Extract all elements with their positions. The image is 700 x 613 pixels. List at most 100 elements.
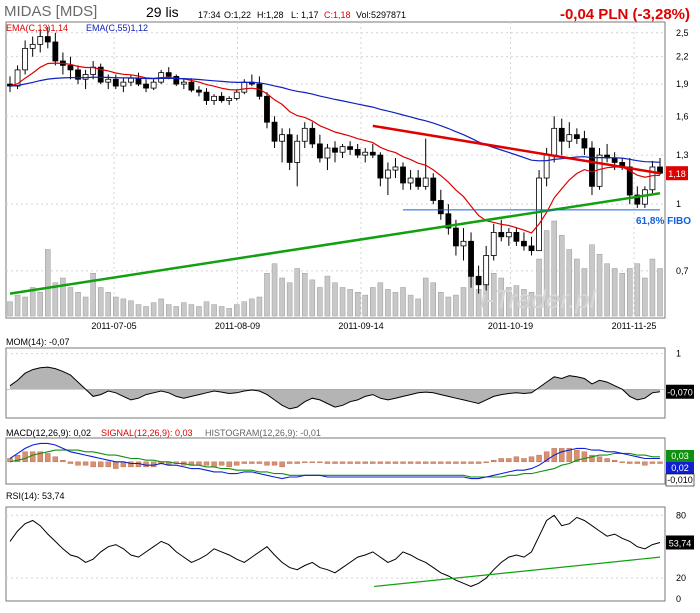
momentum-badge-box bbox=[666, 384, 694, 399]
candle-body bbox=[385, 169, 391, 179]
candle-body bbox=[286, 134, 293, 163]
volume-bar bbox=[339, 287, 346, 317]
macd-histogram-bar bbox=[256, 461, 263, 464]
volume-bar bbox=[173, 306, 180, 317]
volume-bar bbox=[415, 298, 421, 317]
candle-body bbox=[611, 157, 618, 163]
macd-badges: 0,03 0,02 -0,010 bbox=[665, 450, 695, 487]
candle-body bbox=[150, 81, 157, 89]
volume-bar bbox=[407, 294, 414, 317]
price-last-badge: 1,18 bbox=[666, 166, 688, 181]
volume-bar bbox=[634, 263, 641, 317]
macd-histogram-bar bbox=[249, 461, 255, 464]
momentum-fill bbox=[10, 367, 660, 409]
volume-bar bbox=[649, 258, 656, 317]
candle-body bbox=[128, 77, 134, 83]
date-label: 29 lis bbox=[146, 4, 179, 20]
candle-body bbox=[233, 91, 240, 99]
candle-body bbox=[37, 36, 44, 45]
grid-layer bbox=[6, 22, 665, 318]
price-tick-label: 2,2 bbox=[676, 52, 689, 62]
macd-histogram-bar bbox=[271, 461, 278, 466]
candle-body bbox=[528, 245, 535, 252]
price-badge-label: 1,18 bbox=[668, 169, 686, 179]
macd-badge-box bbox=[665, 473, 695, 487]
volume-bar bbox=[105, 292, 112, 317]
date-tick-label: 2011-11-25 bbox=[612, 321, 657, 331]
macd-histogram-bar bbox=[60, 459, 66, 463]
volume-bar bbox=[453, 294, 459, 317]
macd-histogram-bar bbox=[362, 461, 368, 464]
ema-short-label: EMA(C,13)1,14 bbox=[6, 23, 68, 33]
macd-histogram-bar bbox=[354, 461, 361, 464]
candle-body bbox=[445, 213, 452, 229]
candle-body bbox=[271, 121, 278, 142]
candle-body bbox=[369, 151, 376, 156]
candle-body bbox=[135, 77, 142, 85]
volume-bar bbox=[574, 258, 580, 317]
macd-histogram-bar bbox=[385, 461, 391, 464]
macd-histogram-bar bbox=[566, 448, 573, 463]
macd-histogram-bar bbox=[241, 461, 248, 464]
candle-body bbox=[241, 81, 248, 93]
date-tick-label: 2011-07-05 bbox=[91, 321, 136, 331]
volume-bar bbox=[506, 287, 512, 317]
macd-label: MACD(12,26,9): 0,02 bbox=[6, 428, 91, 438]
macd-histogram-bar bbox=[218, 461, 225, 466]
momentum-title: MOM(14): -0,07 bbox=[6, 337, 70, 347]
volume-bar bbox=[249, 298, 255, 317]
volume-bar bbox=[460, 287, 467, 317]
volume-bar bbox=[233, 304, 240, 317]
candle-body bbox=[634, 194, 641, 205]
candle-body bbox=[279, 134, 285, 142]
volume-bar bbox=[657, 268, 663, 317]
macd-histogram-bar bbox=[513, 456, 520, 463]
macd-histogram-bar bbox=[90, 461, 96, 468]
volume-bar bbox=[14, 294, 21, 317]
volume-bar bbox=[181, 302, 187, 317]
macd-histogram-bar bbox=[400, 461, 406, 464]
candle-body bbox=[657, 166, 663, 174]
macd-histogram-bar bbox=[279, 461, 285, 468]
candle-body bbox=[377, 154, 384, 179]
volume-bar bbox=[642, 277, 648, 317]
macd-histogram-bar bbox=[634, 461, 641, 464]
macd-histogram-bar bbox=[642, 461, 648, 466]
candle-body bbox=[324, 147, 331, 159]
candle-body bbox=[309, 127, 316, 145]
macd-histogram-bar bbox=[483, 461, 489, 463]
macd-histogram-bar bbox=[422, 461, 429, 464]
macd-histogram-bar bbox=[75, 461, 81, 466]
macd-histogram-bar bbox=[521, 458, 527, 463]
volume-bar bbox=[279, 277, 285, 317]
momentum-tick-label: 1 bbox=[676, 349, 681, 359]
momentum-y-axis: 1 -0,070 bbox=[666, 349, 694, 399]
candle-body bbox=[536, 177, 542, 252]
macd-histogram-bar bbox=[657, 461, 663, 464]
volume-bar bbox=[211, 304, 217, 317]
volume-bar bbox=[158, 298, 164, 317]
candle-body bbox=[460, 240, 467, 247]
volume-bar bbox=[90, 273, 96, 317]
macd-histogram-bar bbox=[536, 454, 542, 463]
macd-histogram-bar bbox=[392, 461, 399, 464]
candle-body bbox=[211, 95, 217, 101]
volume-bar bbox=[430, 282, 437, 317]
macd-histogram-bar bbox=[317, 461, 323, 463]
candle-body bbox=[347, 146, 354, 150]
candle-body bbox=[82, 74, 89, 80]
volume-bar bbox=[22, 296, 28, 317]
volume-bar bbox=[445, 296, 452, 317]
rsi-tick-label: 80 bbox=[676, 510, 686, 520]
volume-bar bbox=[370, 287, 376, 317]
volume-bar bbox=[7, 301, 13, 317]
macd-histogram-bar bbox=[415, 461, 421, 464]
macd-badge-box bbox=[666, 462, 694, 474]
macd-histogram-bar bbox=[302, 461, 308, 463]
candle-body bbox=[143, 83, 149, 89]
rsi-title: RSI(14): 53,74 bbox=[6, 491, 65, 501]
volume-bar bbox=[218, 306, 225, 317]
volume-bar bbox=[347, 289, 353, 317]
high-label: H:1,28 bbox=[257, 10, 284, 20]
